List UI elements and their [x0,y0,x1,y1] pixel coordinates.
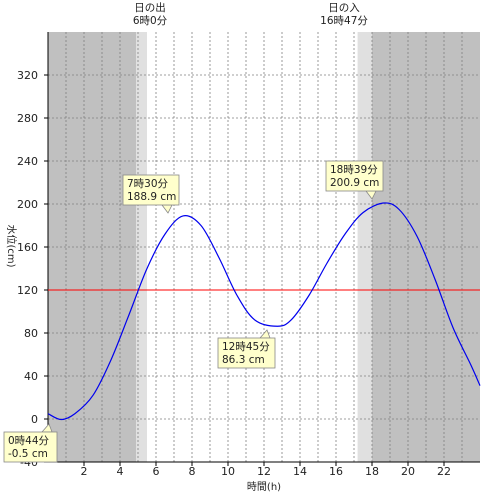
y-tick-label: 320 [17,69,38,82]
annotation-value: 188.9 cm [127,191,176,203]
x-tick-label: 6 [153,465,160,478]
y-tick-label: 40 [24,370,38,383]
y-tick-label: 120 [17,284,38,297]
y-axis-title: 水位(cm) [5,224,18,267]
x-tick-label: 4 [117,465,124,478]
annotation-time: 0時44分 [8,435,50,447]
annotation-time: 7時30分 [127,178,169,190]
y-tick-label: 200 [17,198,38,211]
x-tick-label: 10 [221,465,235,478]
annotation-box [217,337,276,369]
series-group [47,202,481,421]
sun-marker-time-1: 16時47分 [320,15,368,27]
y-tick-label: 160 [17,241,38,254]
tide-series-line-0 [47,202,481,421]
x-axis-title: 時間(h) [247,481,281,493]
x-tick-label: 12 [257,465,271,478]
annotation-time: 12時45分 [222,341,270,353]
x-tick-label: 18 [365,465,379,478]
annotation-box [122,174,180,206]
x-tick-label: 14 [293,465,307,478]
y-tick-label: 0 [31,413,38,426]
annotation-box [3,431,58,463]
annotation-value: 86.3 cm [222,354,265,366]
x-tick-label: 8 [189,465,196,478]
sun-marker-label-1: 日の入 [328,2,360,14]
x-tick-label: 16 [329,465,343,478]
annotation-value: -0.5 cm [8,448,48,460]
y-tick-label: 80 [24,327,38,340]
annotation-box [325,160,384,192]
annotation-0: 0時44分-0.5 cm [3,423,58,463]
x-tick-label: 2 [81,465,88,478]
annotation-value: 200.9 cm [330,177,379,189]
x-tick-label: 22 [437,465,451,478]
x-tick-label: 20 [401,465,415,478]
annotation-time: 18時39分 [330,164,378,176]
y-tick-label: 280 [17,112,38,125]
y-tick-label: 240 [17,155,38,168]
sun-marker-label-0: 日の出 [134,1,166,14]
sun-marker-time-0: 6時0分 [133,15,168,27]
